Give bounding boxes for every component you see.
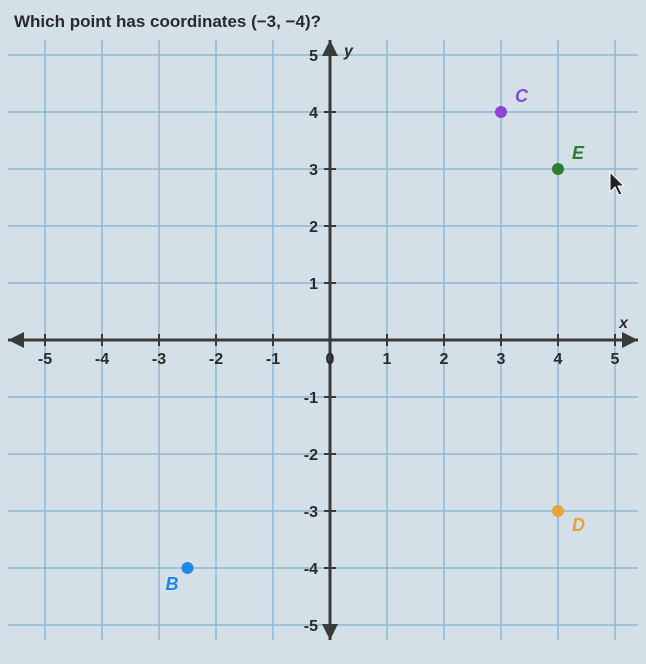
point-e[interactable] bbox=[552, 163, 564, 175]
y-tick-label: -2 bbox=[304, 447, 318, 464]
question-text: Which point has coordinates (−3, −4)? bbox=[0, 0, 646, 40]
x-tick-label: -2 bbox=[209, 351, 223, 368]
y-tick-label: -4 bbox=[304, 561, 318, 578]
y-tick-label: -5 bbox=[304, 618, 318, 635]
grid-svg: -5 -4 -3 -2 -1 0 1 2 3 4 5 1 2 3 4 5 -1 -2 -3 -4 -5 y x B C D E bbox=[8, 40, 638, 640]
point-c[interactable] bbox=[495, 106, 507, 118]
x-tick-label: -4 bbox=[95, 351, 109, 368]
x-tick-label: 2 bbox=[440, 351, 449, 368]
x-tick-label: 0 bbox=[326, 351, 335, 368]
point-b[interactable] bbox=[182, 562, 194, 574]
y-axis-name: y bbox=[343, 43, 354, 60]
x-tick-label: 5 bbox=[611, 351, 620, 368]
y-tick-label: 5 bbox=[309, 48, 318, 65]
y-tick-label: 2 bbox=[309, 219, 318, 236]
y-tick-label: -3 bbox=[304, 504, 318, 521]
point-d[interactable] bbox=[552, 505, 564, 517]
y-tick-label: 4 bbox=[309, 105, 318, 122]
point-label-b: B bbox=[166, 574, 179, 594]
cursor-icon bbox=[610, 172, 624, 195]
x-tick-label: 4 bbox=[554, 351, 563, 368]
y-axis-arrow-up bbox=[322, 40, 338, 56]
y-tick-label: 1 bbox=[309, 276, 318, 293]
x-tick-label: -1 bbox=[266, 351, 280, 368]
x-tick-label: 1 bbox=[383, 351, 392, 368]
point-label-d: D bbox=[572, 515, 585, 535]
y-tick-label: -1 bbox=[304, 390, 318, 407]
point-label-c: C bbox=[515, 86, 529, 106]
y-tick-label: 3 bbox=[309, 162, 318, 179]
x-tick-label: -5 bbox=[38, 351, 52, 368]
y-axis-arrow-down bbox=[322, 624, 338, 640]
x-axis-name: x bbox=[618, 315, 629, 332]
coordinate-graph: -5 -4 -3 -2 -1 0 1 2 3 4 5 1 2 3 4 5 -1 -2 -3 -4 -5 y x B C D E bbox=[8, 40, 638, 640]
x-tick-label: 3 bbox=[497, 351, 506, 368]
x-tick-label: -3 bbox=[152, 351, 166, 368]
x-axis-arrow-right bbox=[622, 332, 638, 348]
point-label-e: E bbox=[572, 143, 585, 163]
x-axis-arrow-left bbox=[8, 332, 24, 348]
